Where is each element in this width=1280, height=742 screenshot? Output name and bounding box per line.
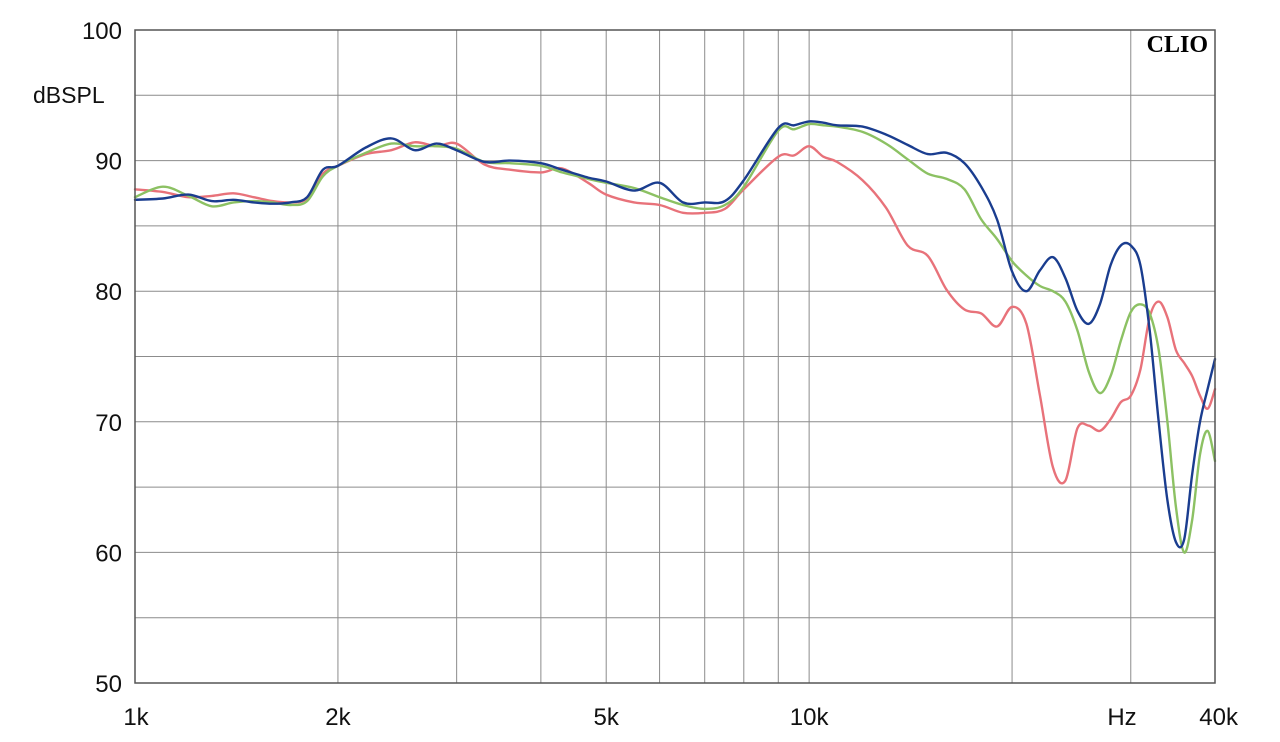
clio-logo: CLIO <box>1147 32 1208 58</box>
series-line-3 <box>133 120 1217 549</box>
x-tick-label: 5k <box>594 704 620 731</box>
tick-labels: 50 60 70 80 90 100 1k 2k 5k 10k 40k <box>82 18 1239 731</box>
x-tick-label: 1k <box>123 704 149 731</box>
grid <box>135 30 1215 683</box>
y-tick-label: 90 <box>95 149 122 176</box>
x-tick-label: 10k <box>790 704 830 731</box>
y-axis-label: dBSPL <box>33 82 105 108</box>
x-tick-label: 40k <box>1199 704 1239 731</box>
y-tick-label: 60 <box>95 540 122 567</box>
y-tick-label: 100 <box>82 18 122 45</box>
x-axis-unit-label: Hz <box>1107 704 1136 731</box>
plot-frame <box>134 29 1216 684</box>
series-group <box>133 120 1217 554</box>
x-tick-label: 2k <box>325 704 351 731</box>
y-tick-label: 50 <box>95 671 122 698</box>
y-tick-label: 70 <box>95 410 122 437</box>
y-tick-label: 80 <box>95 279 122 306</box>
